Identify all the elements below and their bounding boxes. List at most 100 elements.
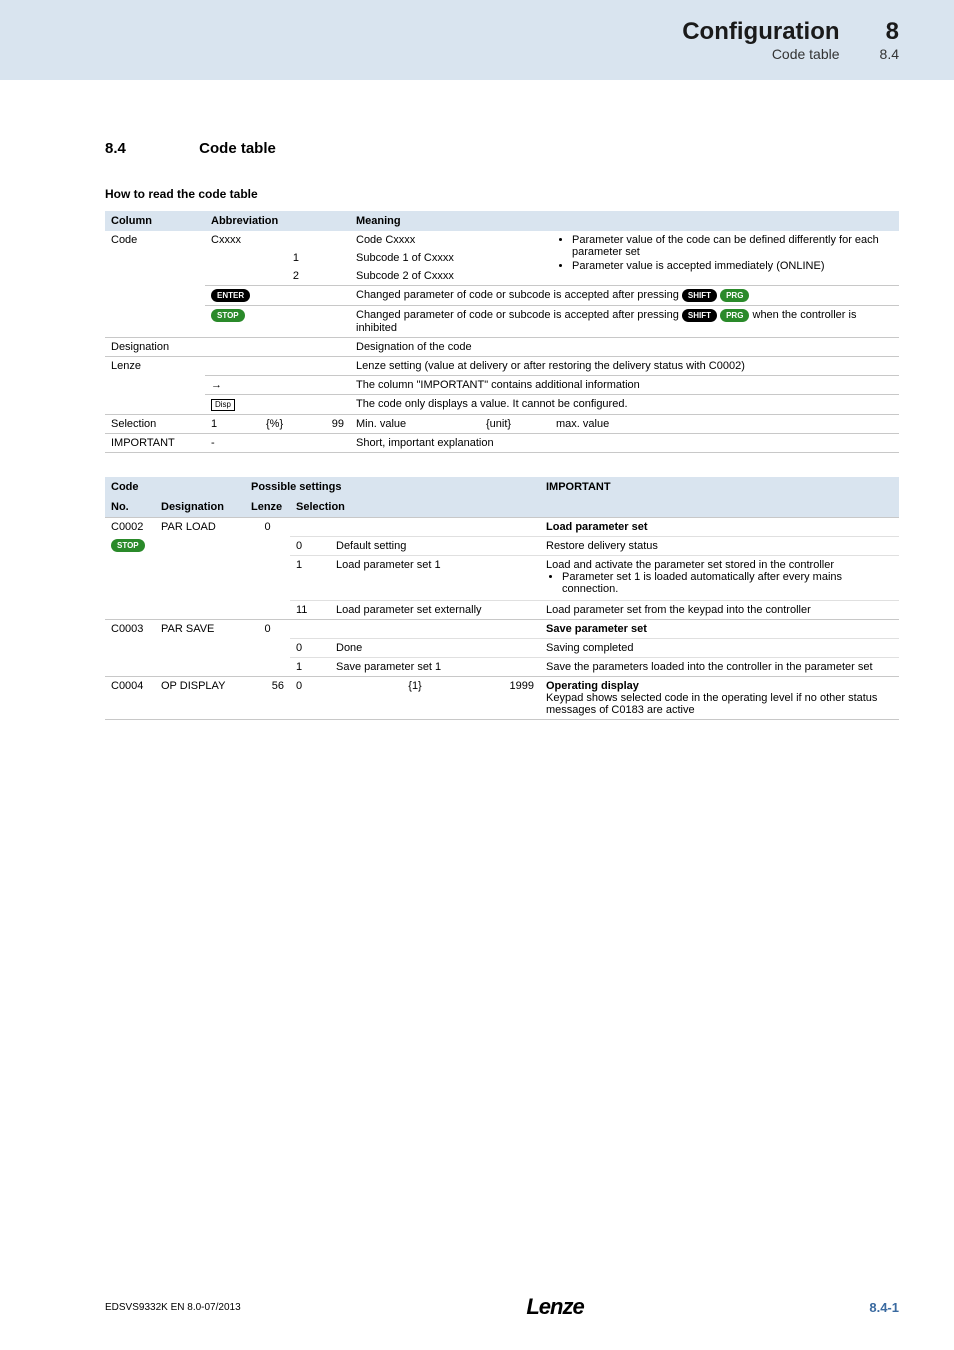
section-number: 8.4 [105, 140, 195, 157]
text: Changed parameter of code or subcode is … [356, 289, 682, 301]
cell: Load parameter set 1 [330, 555, 540, 600]
cell: Restore delivery status [540, 536, 899, 555]
footer-page-number: 8.4-1 [869, 1300, 899, 1315]
th-code: Code [105, 477, 245, 497]
cell: Save the parameters loaded into the cont… [540, 657, 899, 676]
cell-enter-pill: ENTER [205, 286, 350, 306]
bold-text: Operating display [546, 680, 639, 692]
cell-lenze: 0 [245, 619, 290, 676]
disp-box-icon: Disp [211, 399, 235, 411]
cell: max. value [550, 415, 899, 434]
howto-table: Column Abbreviation Meaning Code Cxxxx C… [105, 211, 899, 453]
cell: 1 [290, 555, 330, 600]
howto-label: How to read the code table [105, 187, 899, 201]
table-row: C0003 PAR SAVE 0 Save parameter set [105, 619, 899, 638]
cell-lenze: 56 [245, 676, 290, 719]
th-important: IMPORTANT [540, 477, 899, 497]
cell-no: C0003 [105, 619, 155, 676]
bullet-item: Parameter value is accepted immediately … [572, 260, 893, 272]
table-row: Code Cxxxx Code Cxxxx Parameter value of… [105, 231, 899, 249]
cell: Saving completed [540, 638, 899, 657]
cell-lenze: 0 [245, 518, 290, 620]
cell [290, 619, 540, 638]
cell: Load parameter set externally [330, 600, 540, 619]
table-row: Lenze Lenze setting (value at delivery o… [105, 357, 899, 376]
cell-arrow: → [205, 376, 350, 395]
cell: The column "IMPORTANT" contains addition… [350, 376, 899, 395]
cell: Default setting [330, 536, 540, 555]
cell-imp: Load parameter set [540, 518, 899, 537]
th-abbrev: Abbreviation [205, 211, 350, 231]
cell: Subcode 2 of Cxxxx [350, 267, 550, 286]
cell: Load parameter set from the keypad into … [540, 600, 899, 619]
cell: Short, important explanation [350, 434, 899, 453]
header-title-block: Configuration Code table [682, 18, 839, 62]
cell: 1 [260, 249, 305, 267]
cell [205, 249, 260, 267]
cell-stop-pill: STOP [205, 306, 350, 338]
cell: Load and activate the parameter set stor… [540, 555, 899, 600]
cell [290, 518, 540, 537]
cell: Changed parameter of code or subcode is … [350, 286, 899, 306]
cell: Changed parameter of code or subcode is … [350, 306, 899, 338]
table-row: STOP Changed parameter of code or subcod… [105, 306, 899, 338]
table-header-row: Code Possible settings IMPORTANT [105, 477, 899, 497]
cell: 11 [290, 600, 330, 619]
table-row: Selection 1 {%} 99 Min. value {unit} max… [105, 415, 899, 434]
header-subtitle: Code table [682, 46, 839, 62]
cell: 1 [205, 415, 260, 434]
cell: 0 [290, 536, 330, 555]
cell-stop-pill: STOP [105, 536, 155, 619]
text: Load and activate the parameter set stor… [546, 559, 834, 571]
cell-no: C0004 [105, 676, 155, 719]
cell: 0 [290, 676, 330, 719]
cell: Selection [105, 415, 205, 434]
footer-brand-logo: Lenze [526, 1294, 583, 1320]
stop-pill-icon: STOP [211, 309, 245, 322]
prg-pill-icon: PRG [720, 289, 749, 302]
cell: Min. value [350, 415, 480, 434]
cell-disp: Disp [205, 395, 350, 415]
cell: Cxxxx [205, 231, 305, 249]
cell: Save parameter set 1 [330, 657, 540, 676]
cell: {%} [260, 415, 305, 434]
prg-pill-icon: PRG [720, 309, 749, 322]
bold-text: Save parameter set [546, 623, 647, 635]
cell: IMPORTANT [105, 434, 205, 453]
cell-no: C0002 [105, 518, 155, 537]
cell: Lenze [105, 357, 205, 415]
shift-pill-icon: SHIFT [682, 289, 717, 302]
table-header-row: Column Abbreviation Meaning [105, 211, 899, 231]
header-numbers: 8 8.4 [880, 18, 899, 62]
cell-desig: PAR SAVE [155, 619, 245, 676]
th-desig: Designation [155, 497, 245, 518]
th-column: Column [105, 211, 205, 231]
cell-imp: Save parameter set [540, 619, 899, 638]
table-row: IMPORTANT - Short, important explanation [105, 434, 899, 453]
section-title: Code table [199, 140, 276, 157]
enter-pill-icon: ENTER [211, 289, 250, 302]
cell: 2 [260, 267, 305, 286]
cell: Designation of the code [350, 338, 899, 357]
th-no: No. [105, 497, 155, 518]
page-footer: EDSVS9332K EN 8.0-07/2013 Lenze 8.4-1 [105, 1294, 899, 1320]
cell: The code only displays a value. It canno… [350, 395, 899, 415]
cell [205, 357, 350, 376]
cell-desig: PAR LOAD [155, 518, 245, 620]
cell: Subcode 1 of Cxxxx [350, 249, 550, 267]
cell: {unit} [480, 415, 550, 434]
th-selection: Selection [290, 497, 540, 518]
cell-bullets: Parameter value of the code can be defin… [550, 231, 899, 286]
stop-pill-icon: STOP [111, 539, 145, 552]
footer-doc-id: EDSVS9332K EN 8.0-07/2013 [105, 1302, 241, 1313]
cell [205, 267, 260, 286]
page-content: 8.4 Code table How to read the code tabl… [105, 140, 899, 720]
cell-code: Code [105, 231, 205, 338]
cell [305, 249, 350, 267]
text: Changed parameter of code or subcode is … [356, 309, 682, 321]
cell: 99 [305, 415, 350, 434]
header-title: Configuration [682, 18, 839, 46]
text: Keypad shows selected code in the operat… [546, 692, 877, 716]
table-row: Designation Designation of the code [105, 338, 899, 357]
cell: 1999 [500, 676, 540, 719]
